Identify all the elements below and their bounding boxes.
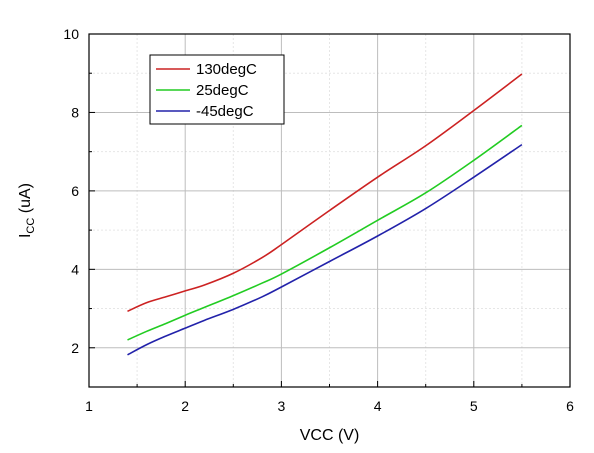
x-tick-label: 6 [566, 398, 574, 414]
series-line-0 [127, 73, 523, 313]
series-line-1 [127, 124, 523, 341]
y-axis-title-main: I [17, 234, 34, 238]
x-tick-label: 2 [181, 398, 189, 414]
x-tick-label: 5 [470, 398, 478, 414]
y-axis-title-unit: (uA) [17, 183, 34, 218]
legend-label-2: -45degC [196, 103, 254, 120]
y-axis-title-subscript: CC [25, 218, 37, 234]
x-tick-label: 1 [85, 398, 93, 414]
y-tick-label: 8 [71, 104, 79, 120]
series-line-2 [127, 143, 523, 356]
ticks-layer: 1 2 3 4 5 6 2 4 6 8 10 [63, 26, 574, 414]
x-axis-title: VCC (V) [300, 427, 360, 444]
legend-label-1: 25degC [196, 82, 249, 99]
legend: 130degC 25degC -45degC [149, 54, 285, 125]
y-tick-label: 10 [63, 26, 79, 42]
legend-label-0: 130degC [196, 61, 257, 78]
y-tick-label: 6 [71, 183, 79, 199]
y-tick-label: 4 [71, 261, 79, 277]
x-tick-label: 4 [374, 398, 382, 414]
y-axis-title: ICC (uA) [17, 183, 37, 238]
x-tick-label: 3 [278, 398, 286, 414]
y-tick-label: 2 [71, 340, 79, 356]
series-layer [127, 73, 523, 356]
